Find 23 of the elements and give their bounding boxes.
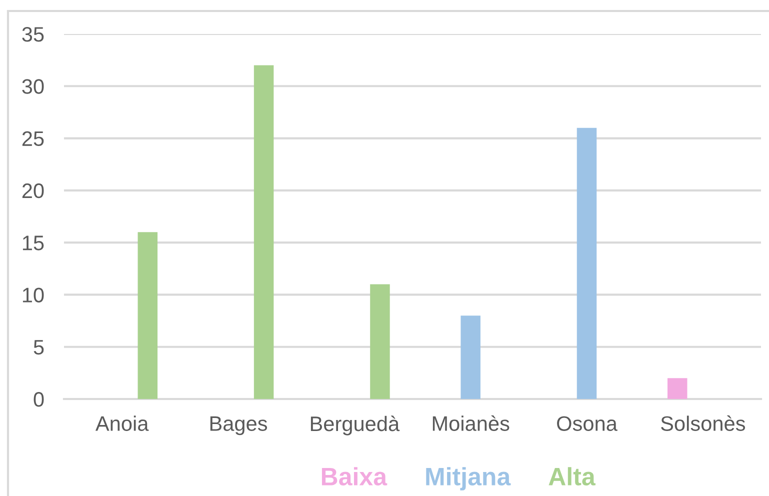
x-tick-label: Anoia xyxy=(95,416,149,431)
y-tick-label: 20 xyxy=(22,183,44,198)
bar xyxy=(138,232,158,399)
y-tick-label: 35 xyxy=(22,27,44,42)
x-tick-label: Moianès xyxy=(432,415,510,431)
y-tick-label: 30 xyxy=(22,79,44,94)
text: Baixa xyxy=(322,467,388,486)
y-tick-label: 5 xyxy=(34,340,44,355)
bar xyxy=(460,316,480,399)
x-tick-label: Solsonès xyxy=(661,415,746,431)
x-tick-label: Bages xyxy=(210,416,268,436)
y-tick-label: 25 xyxy=(22,131,44,146)
text: Alta xyxy=(548,467,596,486)
bar xyxy=(370,284,390,399)
y-tick-label: 15 xyxy=(22,236,44,250)
bar xyxy=(254,65,274,399)
y-tick-label: 0 xyxy=(34,392,44,407)
x-tick-label: Osona xyxy=(557,416,618,431)
y-tick-label: 10 xyxy=(22,288,44,302)
x-tick-label: Berguedà xyxy=(310,416,400,436)
bar xyxy=(576,128,597,399)
text: Mitjana xyxy=(426,467,511,490)
bar xyxy=(667,378,688,399)
